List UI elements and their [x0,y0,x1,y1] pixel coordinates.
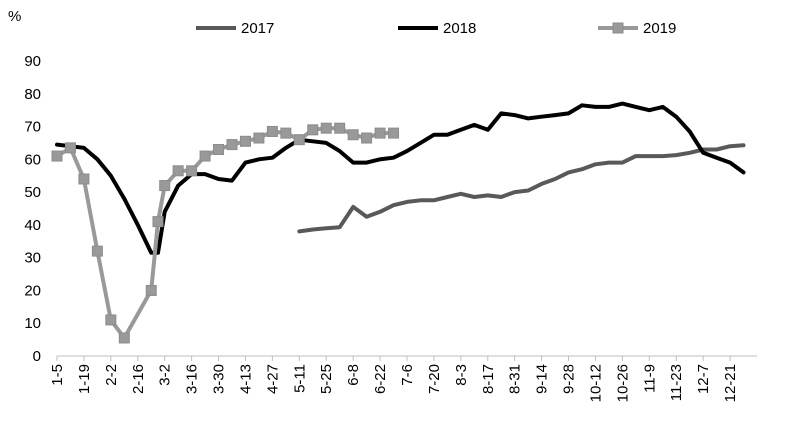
x-tick-label: 3-30 [211,364,228,394]
series-line-2018 [55,101,746,255]
data-point [186,165,198,177]
legend: 2017 2018 2019 [196,20,676,37]
data-point [199,150,211,162]
x-tick-label: 11-9 [641,364,658,393]
data-point [159,180,171,192]
data-point [266,125,278,137]
y-axis-ticks: 0 10 20 30 40 50 60 70 80 90 [24,53,41,365]
x-tick-label: 1-5 [49,364,66,386]
legend-item-2017: 2017 [196,20,274,37]
series-2017 [297,143,746,234]
data-point [347,129,359,141]
y-tick-label: 50 [24,184,41,201]
x-tick-label: 10-26 [614,364,631,402]
data-point [78,173,90,185]
x-tick-label: 11-23 [668,364,685,401]
data-point [172,165,184,177]
legend-item-2018: 2018 [398,20,476,37]
y-tick-label: 80 [24,86,41,103]
x-tick-label: 4-27 [264,364,281,394]
legend-label: 2018 [443,20,476,37]
y-tick-label: 60 [24,151,41,168]
x-tick-label: 12-7 [695,364,712,394]
x-tick-label: 9-14 [534,364,551,394]
data-point [239,135,251,147]
x-tick-label: 3-2 [157,364,174,386]
data-point [105,314,117,326]
y-tick-label: 0 [33,348,41,365]
x-tick-label: 4-13 [237,364,254,394]
data-point [64,142,76,154]
y-tick-label: 40 [24,217,41,234]
y-axis-unit-label: % [8,8,21,25]
data-point [280,127,292,139]
data-point [334,122,346,134]
legend-item-2019: 2019 [598,20,676,37]
series-line-2017 [297,143,746,234]
legend-label: 2019 [643,20,676,37]
series-2019 [51,122,400,344]
data-point [374,127,386,139]
x-tick-label: 8-17 [480,364,497,394]
x-tick-label: 7-20 [426,364,443,394]
x-axis-ticks: 1-5 1-19 2-2 2-16 3-2 3-16 3-30 4-13 4-27 5-11 5-2… [49,356,739,402]
data-point [152,216,164,228]
y-tick-label: 90 [24,53,41,70]
legend-label: 2017 [241,20,274,37]
x-tick-label: 8-31 [507,364,524,394]
data-point [145,284,157,296]
x-tick-label: 10-12 [587,364,604,402]
data-point [293,134,305,146]
data-point [226,139,238,151]
series-layer [51,101,746,344]
data-point [388,127,400,139]
x-tick-label: 3-16 [184,364,201,394]
x-tick-label: 9-28 [561,364,578,394]
data-point [253,132,265,144]
x-tick-label: 6-22 [372,364,389,394]
y-tick-label: 20 [24,282,41,299]
y-tick-label: 10 [24,315,41,332]
x-tick-label: 7-6 [399,364,416,386]
data-point [307,124,319,136]
legend-marker [612,22,624,34]
x-tick-label: 2-2 [103,364,120,386]
x-tick-label: 8-3 [453,364,470,386]
data-point [91,245,103,257]
x-tick-label: 1-19 [76,364,93,394]
series-2018 [55,101,746,255]
x-tick-label: 5-11 [291,364,308,393]
series-line-2019 [55,126,396,340]
x-tick-label: 12-21 [722,364,739,402]
data-point [51,150,63,162]
data-point [361,132,373,144]
x-tick-label: 2-16 [130,364,147,394]
data-point [213,144,225,155]
data-point [118,332,130,344]
y-tick-label: 30 [24,250,41,267]
data-point [320,122,332,134]
x-tick-label: 6-8 [345,364,362,386]
y-tick-label: 70 [24,119,41,136]
x-tick-label: 5-25 [318,364,335,394]
